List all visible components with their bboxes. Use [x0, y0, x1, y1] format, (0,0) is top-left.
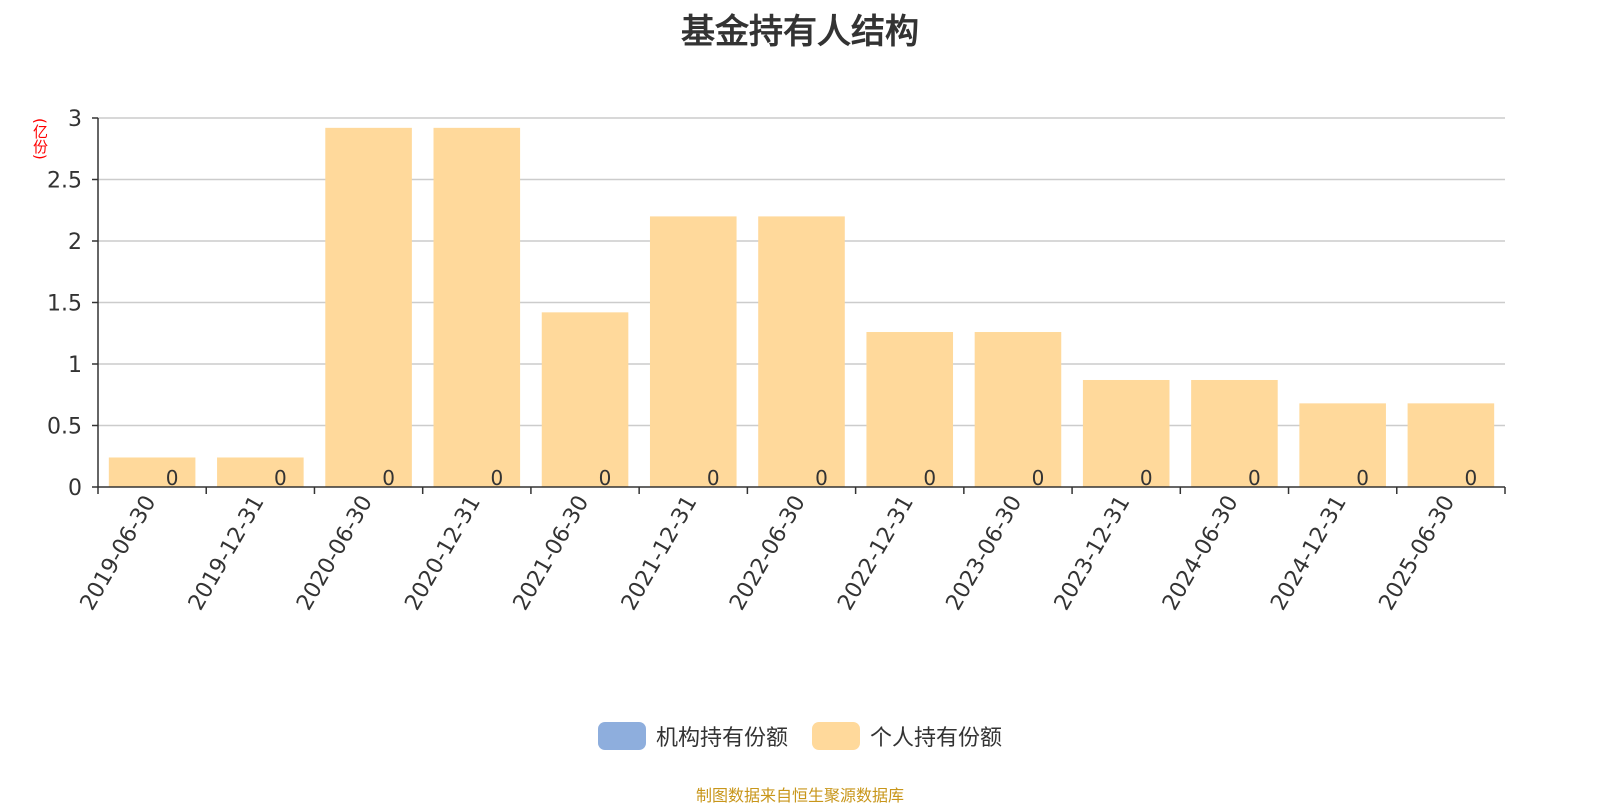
data-label-institutional: 0 — [1248, 466, 1261, 490]
x-tick-label: 2023-12-31 — [1050, 492, 1136, 615]
x-tick-label: 2025-06-30 — [1375, 492, 1461, 615]
legend-label-individual: 个人持有份额 — [870, 726, 1003, 751]
y-tick-label: 0.5 — [47, 415, 82, 440]
data-label-institutional: 0 — [1032, 466, 1045, 490]
bars — [108, 127, 1495, 487]
x-tick-label: 2021-12-31 — [617, 492, 703, 615]
x-tick-labels: 2019-06-30 2019-12-31 2020-06-30 2020-12-31… — [76, 491, 1460, 614]
y-tick-label: 3 — [68, 107, 82, 132]
legend-item-individual[interactable]: 个人持有份额 — [812, 720, 1002, 752]
bar-individual — [974, 332, 1062, 487]
y-tick-labels: 0 0.5 1 1.5 2 2.5 3 — [47, 107, 82, 501]
x-tick-label: 2022-12-31 — [833, 491, 919, 614]
y-tick-label: 1 — [68, 353, 82, 378]
x-tick-label: 2024-12-31 — [1266, 492, 1352, 615]
data-label-institutional: 0 — [599, 466, 612, 490]
x-tick-label: 2020-12-31 — [400, 492, 486, 615]
data-labels: 0 0 0 0 0 0 0 0 0 0 0 0 0 — [166, 466, 1478, 490]
x-tick-label: 2023-06-30 — [942, 492, 1028, 615]
legend-label-institutional: 机构持有份额 — [655, 726, 788, 751]
legend: 机构持有份额 个人持有份额 — [0, 720, 1600, 752]
data-label-institutional: 0 — [1465, 466, 1478, 490]
bar-individual — [866, 332, 954, 487]
bar-individual — [1082, 379, 1170, 487]
bar-individual — [758, 216, 845, 487]
y-tick-label: 0 — [68, 476, 82, 501]
legend-swatch-institutional — [597, 722, 646, 750]
y-tick-label: 1.5 — [47, 292, 82, 317]
data-label-institutional: 0 — [815, 466, 828, 490]
data-label-institutional: 0 — [166, 466, 179, 490]
bar-individual — [541, 312, 629, 487]
bar-individual — [108, 457, 196, 487]
x-tick-label: 2019-06-30 — [76, 492, 162, 615]
y-axis-unit-label: (亿份) — [31, 118, 49, 160]
data-label-institutional: 0 — [382, 466, 395, 490]
bar-individual — [1407, 403, 1495, 487]
data-label-institutional: 0 — [707, 466, 720, 490]
x-tick-label: 2019-12-31 — [184, 492, 270, 615]
legend-item-institutional[interactable]: 机构持有份额 — [597, 720, 788, 752]
x-tick-label: 2020-06-30 — [292, 492, 378, 615]
data-label-institutional: 0 — [274, 466, 287, 490]
bar-individual — [1191, 379, 1278, 487]
data-label-institutional: 0 — [1140, 466, 1153, 490]
data-label-institutional: 0 — [490, 466, 503, 490]
y-tick-label: 2 — [68, 230, 82, 255]
data-label-institutional: 0 — [1356, 466, 1369, 490]
source-note: 制图数据来自恒生聚源数据库 — [695, 786, 904, 805]
bar-individual — [433, 127, 521, 487]
bar-individual — [325, 127, 412, 487]
data-label-institutional: 0 — [923, 466, 936, 490]
chart-title: 基金持有人结构 — [681, 12, 919, 52]
bar-individual — [217, 457, 304, 487]
y-tick-label: 2.5 — [47, 169, 82, 194]
axes — [92, 117, 1506, 494]
x-tick-label: 2022-06-30 — [725, 492, 811, 615]
x-tick-label: 2021-06-30 — [509, 492, 595, 615]
bar-individual — [649, 216, 737, 487]
bar-individual — [1299, 403, 1386, 487]
x-tick-label: 2024-06-30 — [1158, 492, 1244, 615]
legend-swatch-individual — [812, 722, 860, 750]
